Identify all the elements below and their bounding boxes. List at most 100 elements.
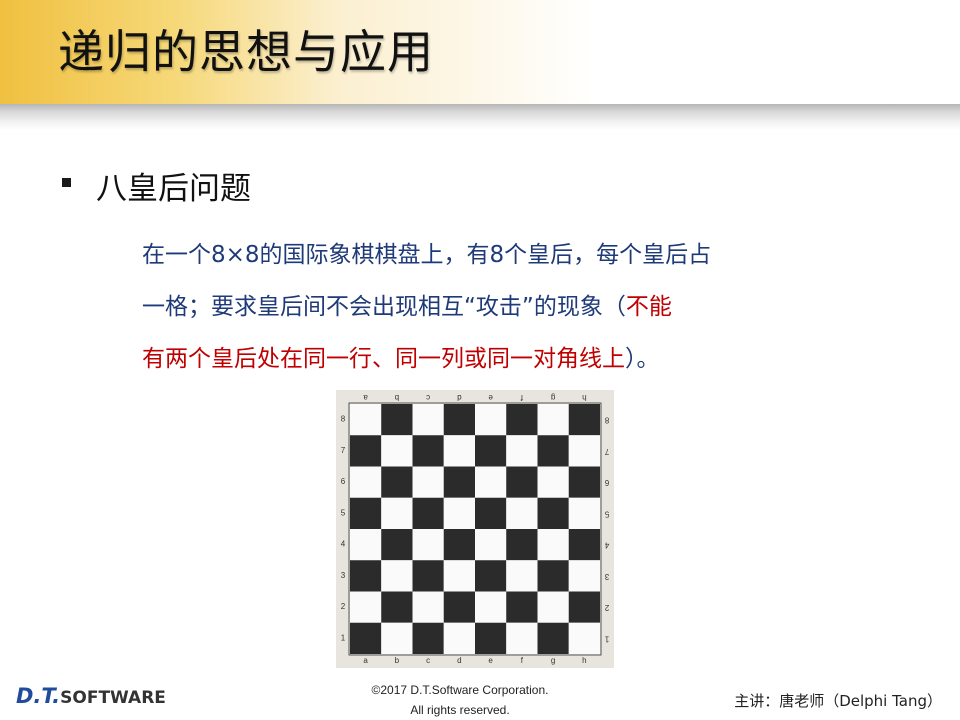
- board-square: [537, 497, 569, 529]
- board-square: [381, 466, 413, 498]
- board-square: [412, 529, 444, 561]
- rank-label-left: 7: [341, 446, 346, 455]
- board-square: [537, 529, 569, 561]
- board-frame: [348, 402, 602, 656]
- board-square: [350, 622, 382, 654]
- board-square: [381, 435, 413, 467]
- board-square: [412, 497, 444, 529]
- copyright-notice: ©2017 D.T.Software Corporation. All righ…: [340, 680, 580, 720]
- board-square: [475, 466, 507, 498]
- board-square: [537, 435, 569, 467]
- rank-label-left: 6: [341, 477, 346, 486]
- file-label-top: h: [582, 393, 586, 402]
- board-square: [381, 404, 413, 436]
- board-square: [475, 404, 507, 436]
- board-square: [443, 466, 475, 498]
- board-square: [443, 497, 475, 529]
- dt-software-logo: D.T.SOFTWARE: [16, 684, 166, 708]
- description-line-2: 一格；要求皇后间不会出现相互“攻击”的现象（不能: [142, 281, 822, 333]
- board-square: [350, 560, 382, 592]
- rank-label-right: 7: [604, 447, 609, 456]
- board-square: [568, 560, 600, 592]
- board-square: [568, 591, 600, 623]
- board-square: [381, 529, 413, 561]
- board-square: [506, 529, 538, 561]
- board-square: [475, 560, 507, 592]
- board-square: [381, 497, 413, 529]
- board-square: [568, 404, 600, 436]
- board-square: [568, 622, 600, 654]
- chessboard: a a b b c c d d e e f f g g h h 8 8 7 7 6 6 5 5 4 4 3 3 2 2 1 1: [341, 393, 609, 665]
- description-line-2-emphasis: 不能: [625, 294, 672, 320]
- file-label-bottom: e: [488, 656, 493, 665]
- rank-label-left: 8: [341, 415, 346, 424]
- board-square: [568, 435, 600, 467]
- file-label-bottom: g: [551, 656, 555, 665]
- board-square: [506, 560, 538, 592]
- file-label-bottom: a: [363, 656, 368, 665]
- board-square: [475, 435, 507, 467]
- file-label-bottom: f: [521, 656, 524, 665]
- board-square: [506, 404, 538, 436]
- board-square: [568, 529, 600, 561]
- bullet-square-icon: [62, 178, 71, 187]
- board-square: [506, 497, 538, 529]
- board-square: [475, 529, 507, 561]
- rank-label-left: 4: [341, 540, 346, 549]
- board-square: [381, 622, 413, 654]
- rank-label-left: 2: [341, 602, 346, 611]
- file-label-top: a: [363, 393, 368, 402]
- board-square: [443, 529, 475, 561]
- file-label-top: c: [426, 393, 430, 402]
- file-label-top: g: [551, 393, 555, 402]
- board-square: [381, 591, 413, 623]
- board-square: [412, 466, 444, 498]
- board-square: [412, 622, 444, 654]
- board-square: [350, 591, 382, 623]
- board-square: [506, 435, 538, 467]
- board-square: [568, 466, 600, 498]
- rank-label-left: 5: [341, 508, 346, 517]
- chessboard-image: a a b b c c d d e e f f g g h h 8 8 7 7 6 6 5 5 4 4 3 3 2 2 1 1: [336, 390, 614, 668]
- file-label-bottom: h: [582, 656, 586, 665]
- logo-software: SOFTWARE: [60, 688, 166, 708]
- description-line-2-text: 一格；要求皇后间不会出现相互“攻击”的现象（: [142, 294, 626, 320]
- board-square: [443, 435, 475, 467]
- board-square: [537, 591, 569, 623]
- copyright-line-1: ©2017 D.T.Software Corporation.: [371, 683, 549, 697]
- board-square: [443, 404, 475, 436]
- description-line-3-emphasis: 有两个皇后处在同一行、同一列或同一对角线上: [142, 346, 625, 372]
- board-square: [537, 404, 569, 436]
- file-label-top: e: [488, 393, 493, 402]
- description-line-3: 有两个皇后处在同一行、同一列或同一对角线上）。: [142, 333, 822, 385]
- rank-label-right: 2: [604, 603, 609, 612]
- file-label-top: b: [394, 393, 399, 402]
- file-label-top: d: [457, 393, 461, 402]
- file-label-top: f: [520, 393, 523, 402]
- rank-label-right: 6: [604, 478, 609, 487]
- board-square: [350, 435, 382, 467]
- board-square: [537, 622, 569, 654]
- board-square: [350, 529, 382, 561]
- logo-dt: D.T.: [16, 684, 61, 708]
- rank-label-right: 1: [604, 634, 609, 643]
- board-square: [412, 560, 444, 592]
- board-square: [568, 497, 600, 529]
- board-square: [537, 466, 569, 498]
- board-square: [412, 404, 444, 436]
- file-label-bottom: d: [457, 656, 461, 665]
- board-square: [475, 591, 507, 623]
- board-square: [350, 497, 382, 529]
- board-square: [412, 435, 444, 467]
- file-label-bottom: b: [395, 656, 400, 665]
- bullet-heading: 八皇后问题: [96, 171, 251, 207]
- board-square: [350, 466, 382, 498]
- board-square: [506, 622, 538, 654]
- rank-label-left: 3: [341, 571, 346, 580]
- file-label-bottom: c: [426, 656, 430, 665]
- problem-description: 在一个8×8的国际象棋棋盘上，有8个皇后，每个皇后占 一格；要求皇后间不会出现相…: [142, 229, 822, 385]
- board-square: [537, 560, 569, 592]
- description-line-3-text: ）。: [625, 346, 660, 372]
- rank-label-left: 1: [341, 633, 346, 642]
- board-square: [506, 466, 538, 498]
